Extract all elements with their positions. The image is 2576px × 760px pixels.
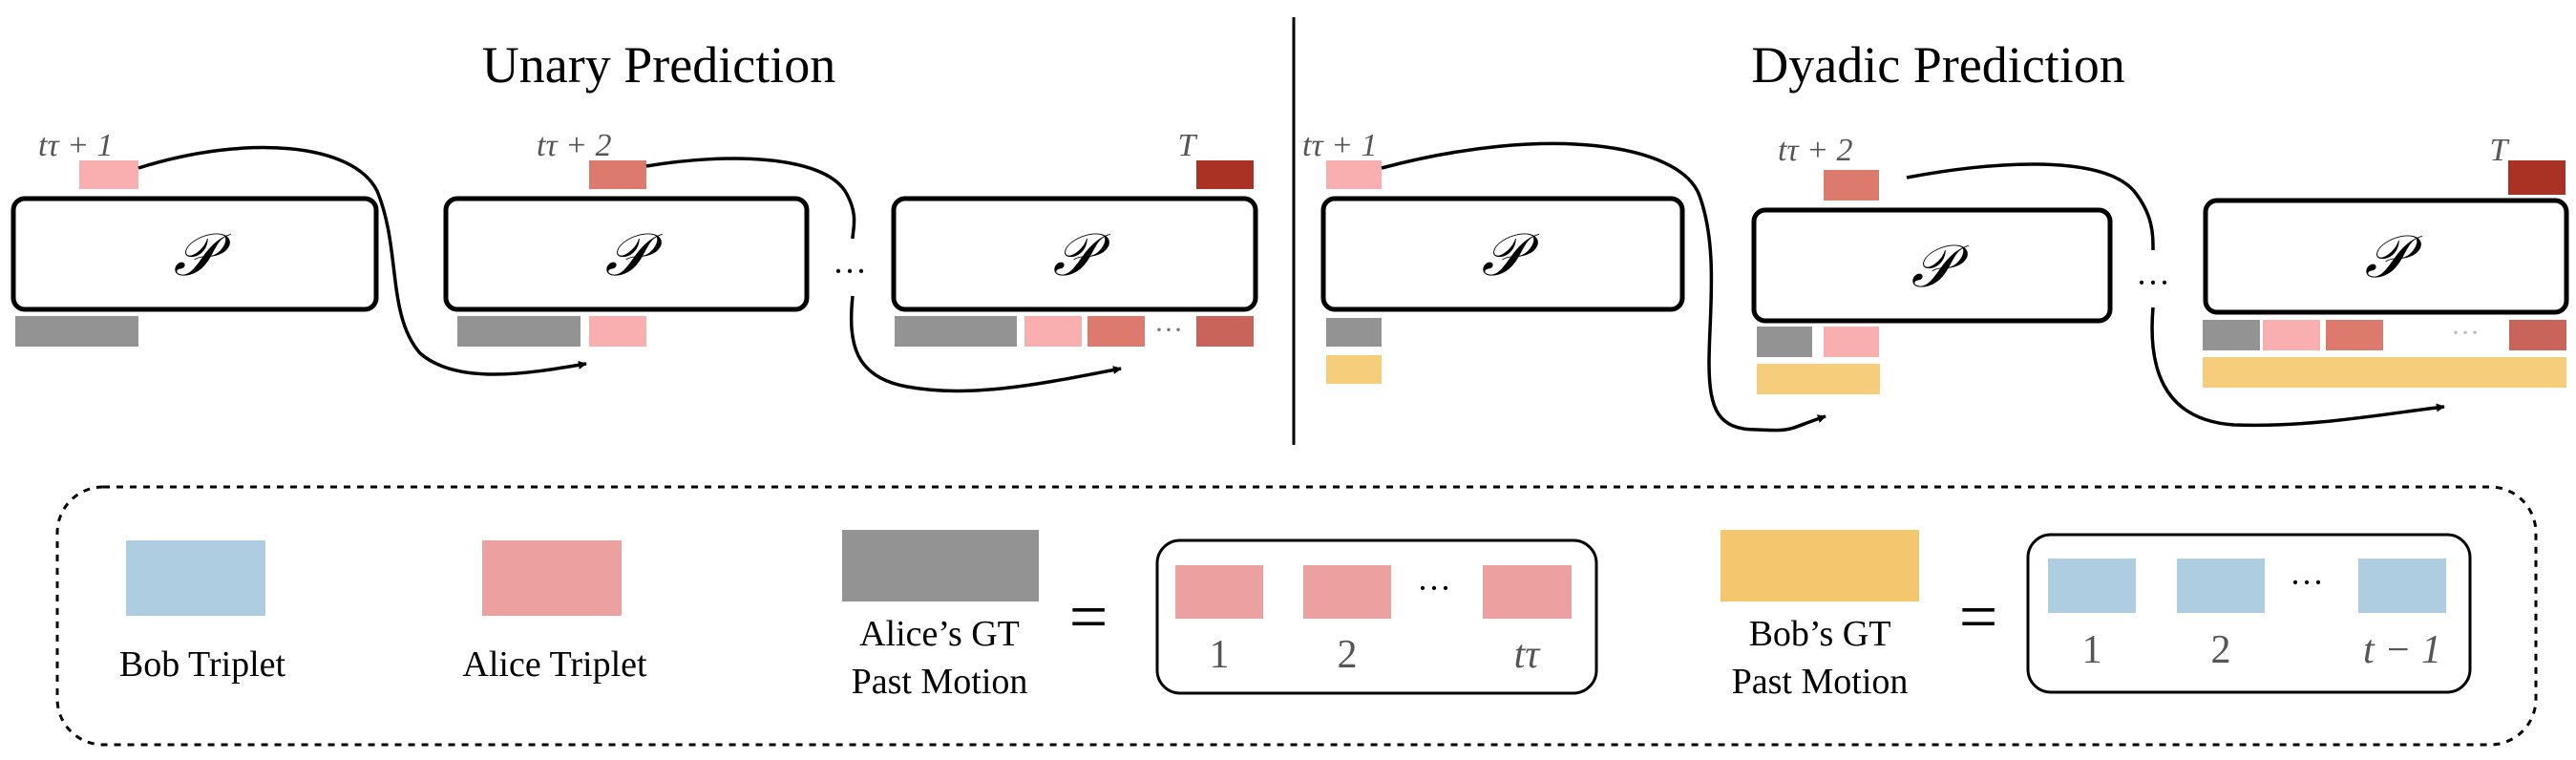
predictor-block <box>11 196 379 312</box>
autoregressive-arrow <box>2150 306 2445 428</box>
dyadic-step-2: tτ + 2 𝒫 <box>1751 133 2113 394</box>
alice-seq-token <box>1303 565 1391 619</box>
alice-pred-token <box>1824 170 1879 201</box>
alice-gt-swatch <box>842 530 1039 602</box>
ellipsis: ··· <box>2136 264 2170 302</box>
alice-triplet-swatch <box>482 540 622 616</box>
alice-gt-past-token <box>1326 318 1382 347</box>
alice-pred-token <box>589 160 646 189</box>
alice-prev-pred-token <box>1824 327 1879 357</box>
autoregressive-arrow <box>1381 141 1826 433</box>
dyadic-title: Dyadic Prediction <box>1751 36 2124 94</box>
alice-seq-token <box>1175 565 1263 619</box>
predictor-block <box>2203 198 2569 315</box>
alice-gt-label-line1: Alice’s GT <box>859 614 1020 654</box>
dyadic-step-final: T 𝒫 ··· <box>2203 133 2569 388</box>
autoregressive-arrow <box>645 157 856 240</box>
label-t-tau-plus-1: tτ + 1 <box>38 128 114 163</box>
label-t-tau-plus-2: tτ + 2 <box>1778 133 1853 168</box>
ellipsis: ··· <box>833 252 867 290</box>
bob-triplet-label: Bob Triplet <box>119 644 286 685</box>
bob-triplet-swatch <box>126 540 265 616</box>
alice-gt-past-token <box>1757 327 1812 357</box>
legend-alice-gt-past: Alice’s GT Past Motion = ··· 1 2 tτ <box>842 530 1598 702</box>
alice-gt-label-line2: Past Motion <box>852 662 1028 702</box>
alice-prev-pred-token <box>2326 320 2383 350</box>
alice-pred-token <box>79 160 138 189</box>
bob-seq-token <box>2177 559 2265 613</box>
alice-seq-index-2: 2 <box>1338 633 1358 677</box>
bob-gt-past-token <box>1326 355 1382 384</box>
alice-pred-token <box>2508 160 2565 195</box>
alice-prev-pred-token <box>2263 320 2320 350</box>
ellipsis: ··· <box>1154 314 1183 346</box>
legend-bob-gt-past: Bob’s GT Past Motion = ··· 1 2 t − 1 <box>1721 530 2472 702</box>
autoregressive-arrow <box>137 145 587 376</box>
alice-gt-past-token <box>457 316 581 347</box>
alice-prev-pred-token <box>589 316 646 347</box>
label-T: T <box>2490 133 2510 168</box>
ellipsis: ··· <box>2290 563 2324 602</box>
bob-gt-label-line2: Past Motion <box>1732 662 1909 702</box>
bob-gt-label-line1: Bob’s GT <box>1749 614 1891 654</box>
label-T: T <box>1178 128 1198 163</box>
alice-prev-pred-token <box>1024 316 1082 347</box>
autoregressive-arrow <box>1906 162 2155 251</box>
alice-gt-past-token <box>895 316 1017 347</box>
alice-seq-index-last: tτ <box>1514 633 1542 677</box>
predictor-block <box>1751 207 2113 324</box>
bob-seq-token <box>2048 559 2136 613</box>
unary-step-2: tτ + 2 𝒫 <box>443 128 810 347</box>
predictor-block <box>443 196 810 312</box>
ellipsis: ··· <box>2451 317 2480 348</box>
unary-title: Unary Prediction <box>482 36 835 94</box>
alice-gt-past-token <box>15 316 138 347</box>
alice-gt-past-token <box>2203 320 2260 350</box>
predictor-block <box>891 196 1258 312</box>
predictor-block <box>1320 196 1685 312</box>
label-t-tau-plus-1: tτ + 1 <box>1302 128 1378 163</box>
bob-gt-past-token <box>2203 357 2566 388</box>
alice-seq-index-1: 1 <box>1210 633 1230 677</box>
alice-prev-pred-token <box>1196 316 1254 347</box>
unary-step-1: tτ + 1 𝒫 <box>11 128 379 347</box>
alice-seq-token <box>1483 565 1572 619</box>
alice-triplet-label: Alice Triplet <box>462 644 647 685</box>
bob-seq-index-last: t − 1 <box>2363 628 2441 672</box>
legend-bob-triplet: Bob Triplet <box>119 540 286 685</box>
alice-sequence-box <box>1155 538 1598 695</box>
bob-sequence-box <box>2026 533 2472 694</box>
autoregressive-arrow <box>849 295 1122 393</box>
unary-step-final: T 𝒫 ··· <box>891 128 1258 347</box>
dyadic-step-1: tτ + 1 𝒫 <box>1302 128 1685 384</box>
alice-prev-pred-token <box>2509 320 2566 350</box>
alice-prev-pred-token <box>1087 316 1145 347</box>
equals-sign: = <box>1069 579 1109 655</box>
label-t-tau-plus-2: tτ + 2 <box>537 128 612 163</box>
alice-pred-token <box>1326 160 1382 189</box>
bob-gt-swatch <box>1721 530 1919 602</box>
legend-alice-triplet: Alice Triplet <box>462 540 647 685</box>
bob-seq-token <box>2358 559 2446 613</box>
bob-seq-index-2: 2 <box>2211 628 2231 672</box>
ellipsis: ··· <box>1417 569 1451 607</box>
alice-pred-token <box>1196 160 1254 189</box>
legend-box <box>55 485 2538 747</box>
equals-sign: = <box>1959 579 1998 655</box>
bob-seq-index-1: 1 <box>2082 628 2102 672</box>
bob-gt-past-token <box>1757 364 1880 394</box>
